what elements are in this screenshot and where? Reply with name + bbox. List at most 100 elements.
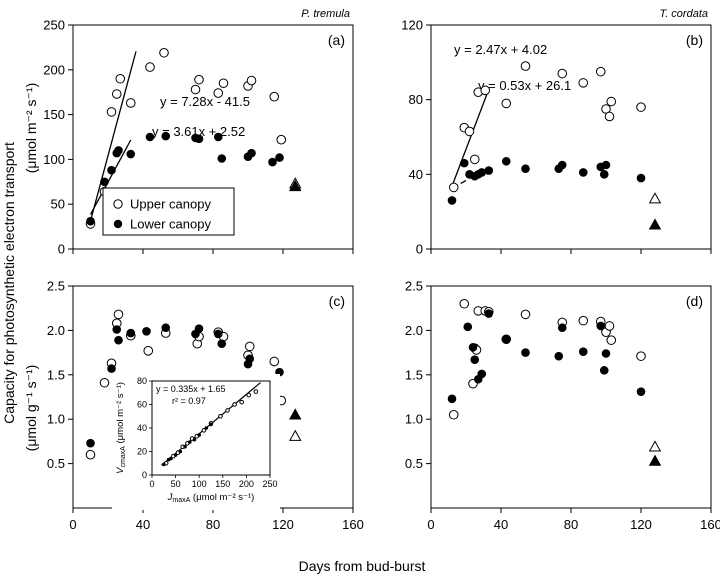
- y-tick-label: 250: [43, 18, 65, 33]
- data-point: [213, 88, 224, 98]
- y-tick-label: 2.5: [47, 279, 65, 294]
- data-point: [107, 165, 116, 175]
- panel-b: 0 40 80 120 (b) T. cordata y = 2.47x + 4.02 y =…: [401, 8, 712, 257]
- data-point: [448, 182, 459, 193]
- inset-data-point: [218, 413, 223, 419]
- data-point: [557, 323, 567, 333]
- data-point: [247, 148, 256, 158]
- inset-background: [112, 374, 280, 510]
- panel-a: 0 50 100 150 200 250 (a) P. tremula y = 7.28x - …: [43, 8, 354, 257]
- data-point: [217, 339, 227, 349]
- inset-r2: r² = 0.97: [172, 396, 206, 406]
- x-tick-label: 160: [700, 517, 720, 532]
- inset-data-point: [204, 426, 209, 430]
- inset-data-point: [201, 428, 207, 433]
- inset-y-label: VcmaxA (μmol m⁻² s⁻¹): [115, 382, 127, 474]
- data-point: [606, 335, 617, 345]
- data-point: [161, 323, 171, 333]
- inset-data-point: [173, 453, 178, 457]
- y-tick-label: 1.5: [405, 367, 423, 382]
- regression-line: [89, 51, 137, 222]
- data-point: [447, 196, 457, 205]
- inset-x-tick-label: 100: [192, 479, 207, 489]
- data-point: [636, 387, 646, 396]
- inset-x-tick-label: 250: [262, 479, 277, 489]
- data-point: [578, 168, 588, 177]
- plot-frame: [430, 285, 712, 509]
- x-tick-label: 80: [564, 517, 578, 532]
- inset-data-point: [197, 433, 201, 437]
- inset-y-tick-label: 20: [137, 447, 147, 457]
- y-tick-label: 0: [416, 242, 423, 257]
- legend-marker-lower: [113, 219, 123, 229]
- data-point: [484, 309, 494, 318]
- inset-y-tick-label: 40: [137, 423, 147, 433]
- data-point: [648, 218, 662, 230]
- data-point: [100, 177, 109, 187]
- inset-data-point: [253, 389, 259, 394]
- x-tick-label: 120: [272, 517, 294, 532]
- inset-x-tick-label: 200: [239, 479, 254, 489]
- data-point: [217, 154, 227, 163]
- legend-box: [102, 187, 235, 236]
- regression-line: [451, 89, 490, 187]
- inset-x-tick-label: 150: [215, 479, 230, 489]
- x-axis-label: Days from bud-burst: [299, 558, 426, 574]
- data-point: [111, 89, 122, 99]
- data-point: [604, 321, 615, 331]
- data-point: [557, 160, 567, 170]
- data-point: [218, 78, 229, 89]
- legend-marker-upper: [113, 199, 123, 209]
- species-label: T. cordata: [659, 8, 708, 20]
- y-tick-label: 50: [51, 197, 65, 212]
- data-point: [194, 134, 204, 144]
- data-point: [501, 98, 512, 109]
- regression-equation: y = 0.53x + 26.1: [478, 78, 571, 93]
- y-tick-label: 40: [409, 167, 423, 182]
- data-point: [477, 168, 487, 177]
- data-point: [161, 131, 171, 141]
- data-point: [289, 429, 302, 441]
- x-tick-label: 80: [206, 517, 220, 532]
- data-point: [601, 160, 611, 170]
- data-point: [125, 98, 136, 108]
- data-point: [554, 351, 564, 361]
- data-point: [106, 107, 117, 117]
- panel-c: 0 40 80 120 160 0.5 1.0 1.5 2.0 2.5 (c): [47, 279, 364, 533]
- y-tick-label: 150: [43, 107, 65, 122]
- data-point: [269, 356, 280, 367]
- y-tick-label: 0.5: [405, 456, 423, 471]
- x-tick-label: 160: [342, 517, 364, 532]
- y-tick-label: 120: [401, 18, 423, 33]
- data-point: [448, 409, 459, 420]
- data-point: [604, 111, 615, 122]
- data-point: [595, 66, 606, 77]
- data-point: [126, 328, 136, 338]
- data-point: [143, 346, 154, 356]
- data-point: [145, 62, 155, 72]
- inset-x-label: JmaxA (μmol m⁻² s⁻¹): [167, 492, 255, 504]
- data-point: [578, 347, 588, 357]
- species-label: P. tremula: [301, 8, 350, 20]
- y-axis-label-top-units: (μmol m⁻² s⁻¹): [23, 83, 39, 174]
- data-point: [113, 309, 124, 320]
- data-point: [557, 68, 568, 79]
- data-point: [245, 354, 255, 364]
- data-point: [501, 334, 511, 344]
- data-point: [194, 74, 204, 85]
- data-point: [459, 158, 469, 168]
- inset-data-point: [183, 445, 187, 449]
- inset-y-tick-label: 0: [142, 470, 147, 480]
- y-axis-label-line1: Capacity for photosynthetic electron tra…: [1, 142, 17, 424]
- regression-equation: y = 2.47x + 4.02: [454, 42, 547, 57]
- data-point: [246, 75, 257, 86]
- data-point: [85, 449, 96, 460]
- y-tick-label: 0: [58, 242, 65, 257]
- data-point: [145, 132, 155, 142]
- x-tick-label: 0: [427, 517, 434, 532]
- legend: Upper canopy Lower canopy: [102, 187, 235, 236]
- data-point: [596, 321, 606, 331]
- data-point: [269, 91, 280, 102]
